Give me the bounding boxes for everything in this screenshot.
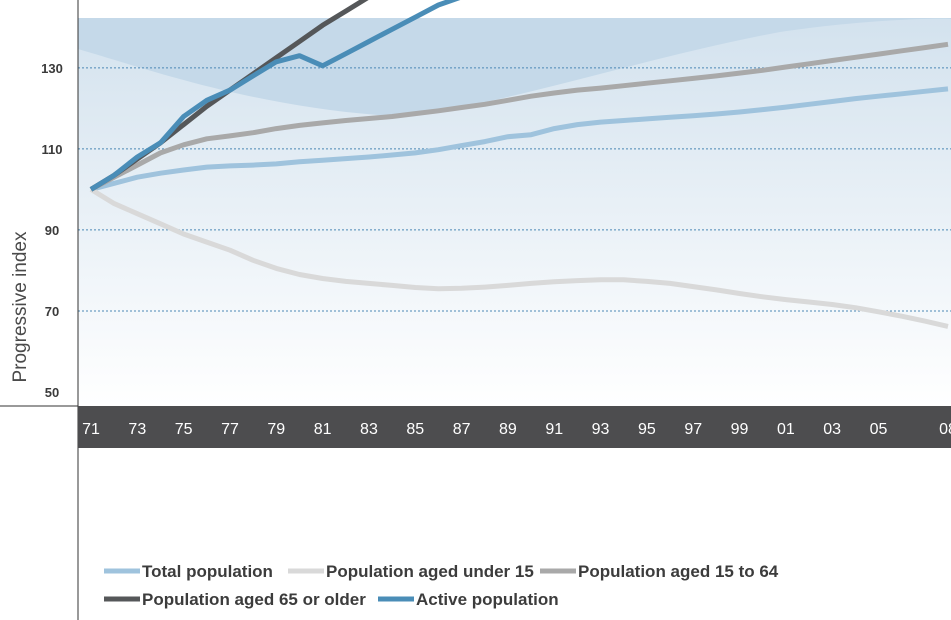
y-tick-label: 110 <box>42 142 63 157</box>
x-tick-label: 99 <box>731 421 749 438</box>
x-tick-label: 89 <box>499 421 517 438</box>
legend-label: Active population <box>416 590 559 609</box>
x-tick-label: 08 <box>939 421 951 438</box>
x-tick-label: 03 <box>823 421 841 438</box>
series-line-population-aged-under-15 <box>89 187 949 329</box>
series-line-total-population <box>90 86 949 192</box>
x-tick-label: 77 <box>221 421 239 438</box>
x-tick-label: 73 <box>128 421 146 438</box>
x-tick-label: 97 <box>684 421 702 438</box>
y-tick-label: 130 <box>41 61 63 76</box>
y-tick-labels: 507090110130150170190210230250270290 <box>41 61 63 400</box>
series-line-population-aged-15-to-64 <box>89 41 949 192</box>
legend: Total population Population aged under 15… <box>104 562 779 609</box>
x-tick-label: 87 <box>453 421 471 438</box>
legend-label: Population aged 15 to 64 <box>578 562 779 581</box>
x-tick-label: 83 <box>360 421 378 438</box>
x-tick-label: 81 <box>314 421 332 438</box>
x-tick-label: 01 <box>777 421 795 438</box>
x-tick-label: 79 <box>267 421 285 438</box>
x-tick-label: 75 <box>175 421 193 438</box>
series-lines <box>89 0 949 329</box>
x-tick-label: 05 <box>870 421 888 438</box>
y-axis-label: Progressive index <box>10 231 31 383</box>
y-tick-label: 50 <box>45 385 59 400</box>
x-tick-label: 71 <box>82 421 100 438</box>
x-tick-label: 95 <box>638 421 656 438</box>
x-tick-label: 91 <box>545 421 563 438</box>
legend-label: Population aged 65 or older <box>142 590 366 609</box>
x-tick-label: 85 <box>406 421 424 438</box>
legend-label: Total population <box>142 562 273 581</box>
y-tick-label: 70 <box>45 304 59 319</box>
series-line-active-population <box>89 0 461 192</box>
legend-label: Population aged under 15 <box>326 562 534 581</box>
x-axis-band <box>78 406 951 448</box>
gridlines <box>78 67 951 312</box>
x-tick-labels: 71 73 75 77 79 81 83 85 87 89 91 93 95 97 99 01 03 05 08 <box>82 421 951 438</box>
x-tick-label: 93 <box>592 421 610 438</box>
y-tick-label: 90 <box>45 223 59 238</box>
